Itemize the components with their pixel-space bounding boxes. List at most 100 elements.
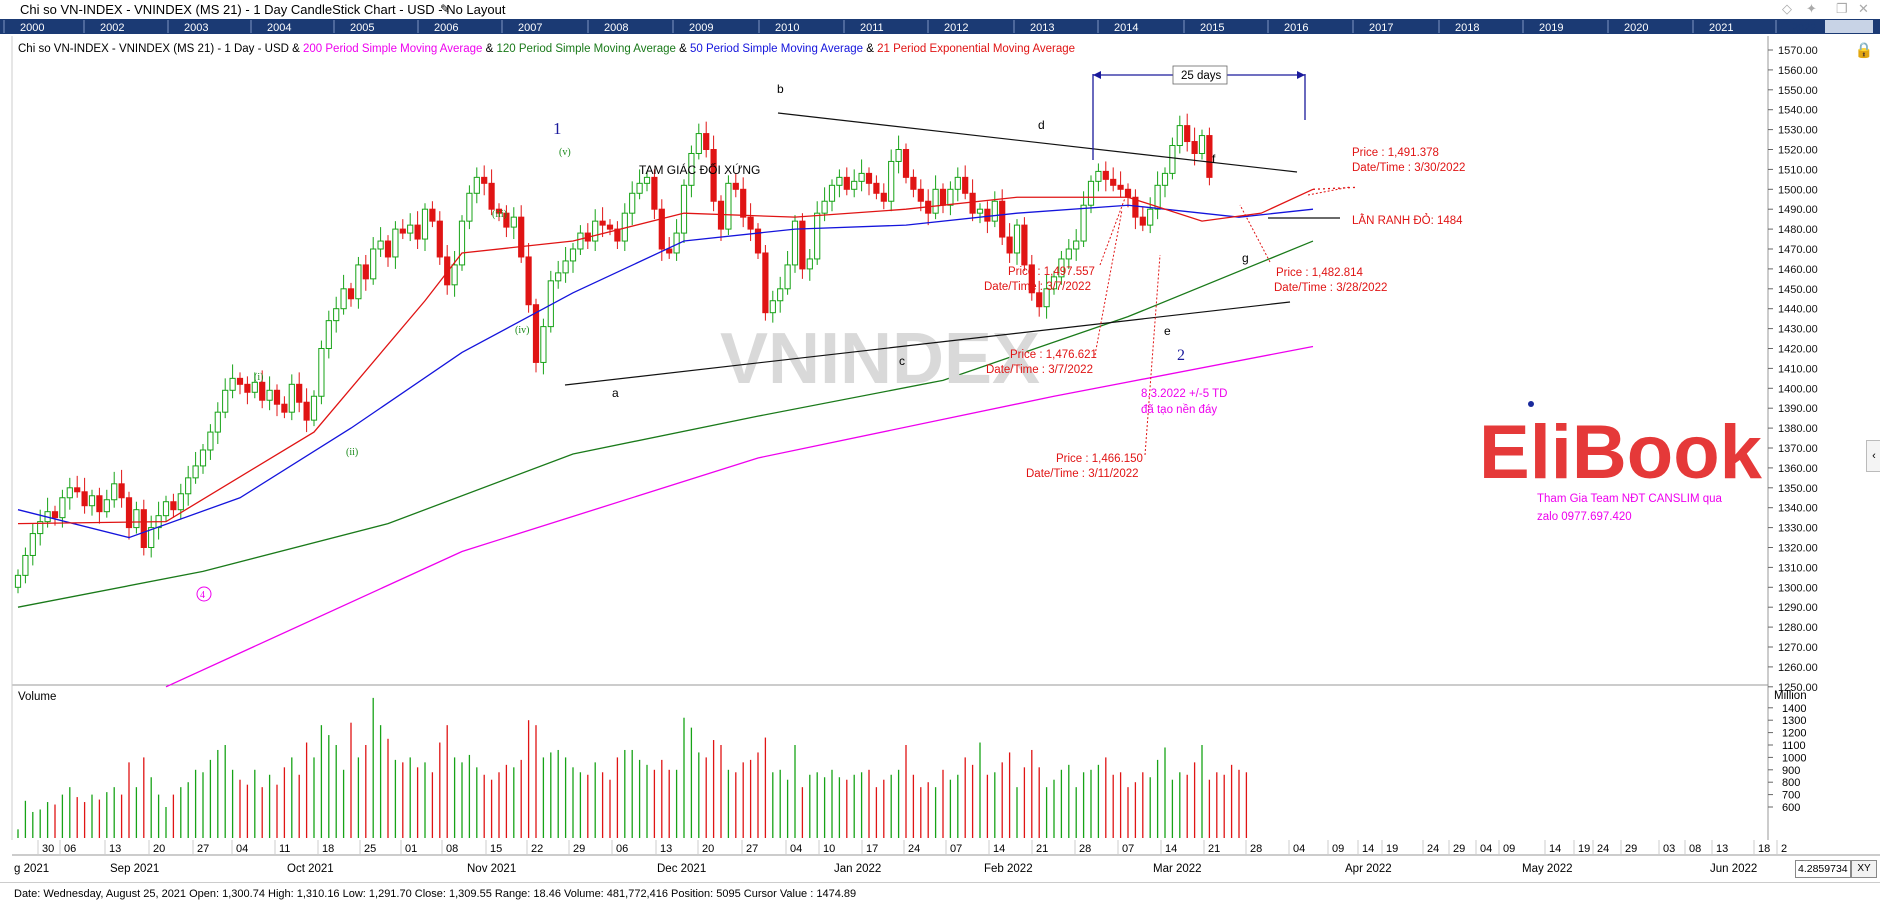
price-chart[interactable]: 1570.00 1560.00 1550.00 1540.00 1530.00 1520.… <box>0 0 1880 882</box>
candle <box>525 243 532 313</box>
restore-icon[interactable]: ❐ <box>1836 1 1848 16</box>
candle <box>902 143 910 184</box>
day-tick-label: 2 <box>1781 843 1787 855</box>
year-navigator[interactable]: 2000 2002 2003 2004 2005 2006 2007 2008 2009 2010… <box>0 19 1880 34</box>
candle <box>414 211 421 249</box>
pencil-icon[interactable]: ✎ <box>440 2 451 16</box>
candle <box>1006 223 1013 263</box>
candle <box>1124 183 1132 208</box>
candle <box>222 378 229 419</box>
price-tick-label: 1320.00 <box>1778 543 1818 555</box>
wave-1-label: 1 <box>553 119 562 138</box>
price-tick-label: 1290.00 <box>1778 602 1818 614</box>
year-strip-window <box>1825 20 1873 33</box>
candle <box>710 135 717 212</box>
month-label: Sep 2021 <box>110 863 159 875</box>
price-tick-label: 1480.00 <box>1778 224 1818 236</box>
cursor-value-field[interactable]: 4.2859734 <box>1795 860 1851 878</box>
year-label: 2016 <box>1284 22 1308 34</box>
pin-icon[interactable]: ◇ <box>1782 1 1792 16</box>
candle <box>754 223 762 259</box>
candle <box>999 189 1006 246</box>
chevron-left-icon[interactable]: ‹ <box>1866 440 1880 472</box>
candle <box>828 179 836 212</box>
day-tick-label: 08 <box>446 843 458 855</box>
candle <box>925 189 932 226</box>
price-tick-label: 1550.00 <box>1778 85 1818 97</box>
price-tick-label: 1530.00 <box>1778 125 1818 137</box>
candle <box>429 201 436 228</box>
candle <box>1036 280 1043 317</box>
candle <box>384 235 392 267</box>
ma-line <box>17 188 1314 525</box>
candle <box>362 254 369 291</box>
candle <box>296 372 303 413</box>
candle <box>44 497 51 528</box>
day-tick-label: 21 <box>1208 843 1220 855</box>
brand-logo: EliBook <box>1479 410 1763 495</box>
point-b: b <box>777 82 784 96</box>
close-icon[interactable]: ✕ <box>1858 1 1869 16</box>
legend-amp: & <box>863 43 878 55</box>
price-tick-label: 1440.00 <box>1778 304 1818 316</box>
candle <box>1154 171 1161 220</box>
title-bar: Chi so VN-INDEX - VNINDEX (MS 21) - 1 Da… <box>0 0 1880 19</box>
candle <box>577 225 584 255</box>
date-note-5: Date/Time : 3/11/2022 <box>1026 468 1139 480</box>
day-tick-label: 27 <box>746 843 758 855</box>
bottom-note-2: đã tạo nền đáy <box>1141 404 1217 416</box>
day-tick-label: 06 <box>616 843 628 855</box>
year-label: 2003 <box>184 22 208 34</box>
day-tick-label: 03 <box>1663 843 1675 855</box>
price-tick-label: 1380.00 <box>1778 423 1818 435</box>
price-tick-label: 1310.00 <box>1778 562 1818 574</box>
candle <box>725 175 732 236</box>
year-label: 2012 <box>944 22 968 34</box>
volume-tick-label: 700 <box>1782 790 1800 802</box>
candle <box>962 165 969 200</box>
date-note-3: Date/Time : 3/28/2022 <box>1274 282 1387 294</box>
year-label: 2004 <box>267 22 291 34</box>
legend-amp: & <box>482 43 497 55</box>
candle <box>703 121 710 158</box>
ma-projection <box>1312 186 1358 190</box>
candle <box>629 181 636 226</box>
legend-ma200: 200 Period Simple Moving Average <box>303 43 483 55</box>
candle <box>155 501 162 540</box>
candle <box>177 483 184 520</box>
candle <box>347 282 355 307</box>
legend-ma120: 120 Period Simple Moving Average <box>496 43 676 55</box>
candle <box>1095 163 1102 192</box>
day-tick-label: 20 <box>153 843 165 855</box>
pushpin-icon[interactable]: ✦ <box>1806 1 1817 16</box>
day-tick-label: 10 <box>823 843 835 855</box>
lock-icon[interactable]: 🔒 <box>1853 40 1875 62</box>
candle <box>51 505 59 526</box>
price-tick-label: 1390.00 <box>1778 403 1818 415</box>
candle <box>266 376 273 411</box>
candle <box>103 489 110 518</box>
ma-line <box>165 345 1314 688</box>
candle <box>976 203 984 224</box>
price-tick-label: 1360.00 <box>1778 463 1818 475</box>
day-tick-label: 24 <box>1597 843 1609 855</box>
candle <box>236 372 244 395</box>
volume-tick-label: 1200 <box>1782 728 1806 740</box>
candle <box>88 489 96 516</box>
candle <box>399 219 406 240</box>
subwave-iii: (iii) <box>492 209 507 220</box>
candle <box>1169 137 1176 180</box>
point-a: a <box>612 386 619 400</box>
candle <box>584 223 591 249</box>
subwave-ii: (ii) <box>346 447 358 458</box>
candle <box>392 221 399 269</box>
xy-toggle-button[interactable]: XY <box>1851 860 1877 878</box>
volume-tick-label: 1400 <box>1782 703 1806 715</box>
candle <box>651 169 658 220</box>
price-tick-label: 1560.00 <box>1778 65 1818 77</box>
price-tick-label: 1270.00 <box>1778 642 1818 654</box>
price-tick-label: 1410.00 <box>1778 363 1818 375</box>
day-tick-label: 25 <box>364 843 376 855</box>
candle <box>162 495 170 522</box>
